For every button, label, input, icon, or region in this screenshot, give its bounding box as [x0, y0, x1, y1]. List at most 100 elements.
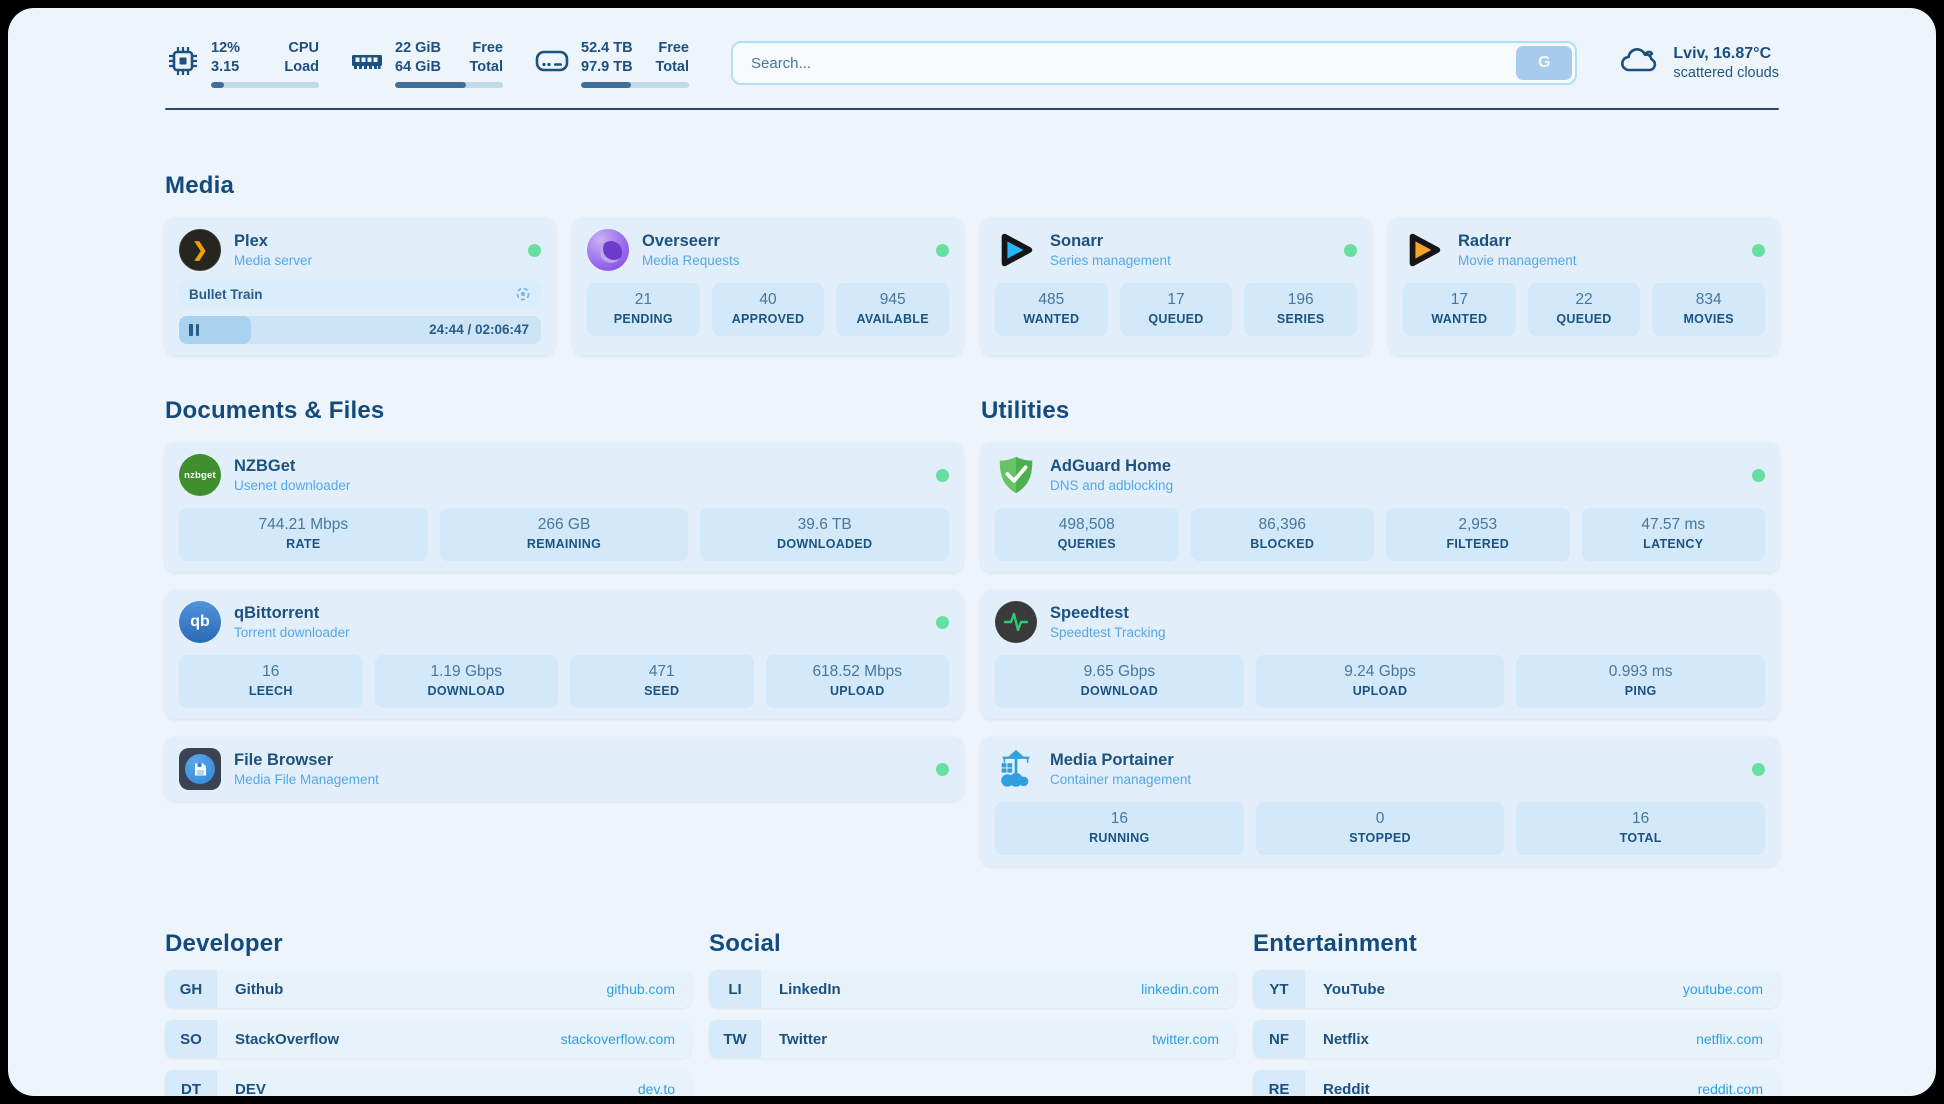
system-stats: 12% CPU 3.15 Load	[165, 39, 689, 88]
bookmark-twitter[interactable]: TW Twitter twitter.com	[709, 1020, 1235, 1058]
sonarr-link[interactable]: Sonarr Series management	[995, 229, 1357, 271]
memory-icon	[349, 43, 385, 84]
youtube-abbr: YT	[1253, 970, 1305, 1008]
card-speedtest: Speedtest Speedtest Tracking 9.65 Gbps D…	[981, 590, 1779, 719]
cpu-usage-label: CPU	[288, 39, 319, 56]
stackoverflow-url: stackoverflow.com	[560, 1031, 675, 1047]
bookmark-netflix[interactable]: NF Netflix netflix.com	[1253, 1020, 1779, 1058]
github-name: Github	[235, 980, 284, 998]
plex-progress-bar: 24:44 / 02:06:47	[179, 316, 541, 344]
speedtest-link[interactable]: Speedtest Speedtest Tracking	[995, 601, 1765, 643]
qbittorrent-stat-leech: 16 LEECH	[179, 655, 363, 708]
dev-url: dev.to	[637, 1081, 675, 1096]
overseerr-status-dot	[936, 243, 949, 257]
section-title-social: Social	[709, 930, 781, 957]
stackoverflow-name: StackOverflow	[235, 1030, 340, 1048]
card-qbittorrent: qb qBittorrent Torrent downloader 16 LEE…	[165, 590, 963, 719]
radarr-status-dot	[1752, 243, 1765, 257]
nzbget-icon: nzbget	[179, 454, 221, 496]
adguard-icon	[995, 454, 1037, 496]
radarr-title: Radarr	[1458, 231, 1512, 250]
bookmark-stackoverflow[interactable]: SO StackOverflow stackoverflow.com	[165, 1020, 691, 1058]
plex-icon: ❯	[179, 229, 221, 271]
adguard-stat-blocked: 86,396 BLOCKED	[1190, 508, 1374, 561]
portainer-icon	[995, 748, 1037, 790]
netflix-abbr: NF	[1253, 1020, 1305, 1058]
radarr-icon	[1403, 229, 1445, 271]
adguard-link[interactable]: AdGuard Home DNS and adblocking	[995, 454, 1765, 496]
bookmark-dev[interactable]: DT DEV dev.to	[165, 1070, 691, 1096]
speedtest-stat-download: 9.65 Gbps DOWNLOAD	[995, 655, 1244, 708]
search-input[interactable]	[731, 41, 1578, 85]
radarr-stat-movies: 834 MOVIES	[1652, 283, 1766, 336]
nzbget-title: NZBGet	[234, 456, 296, 475]
github-url: github.com	[606, 981, 675, 997]
weather-location-temp: Lviv, 16.87°C	[1673, 45, 1772, 62]
dev-abbr: DT	[165, 1070, 217, 1096]
overseerr-link[interactable]: Overseerr Media Requests	[587, 229, 949, 271]
sonarr-icon	[995, 229, 1037, 271]
overseerr-stat-available: 945 AVAILABLE	[836, 283, 950, 336]
reddit-url: reddit.com	[1697, 1081, 1763, 1096]
qbittorrent-subtitle: Torrent downloader	[234, 624, 350, 640]
filebrowser-title: File Browser	[234, 750, 334, 769]
bookmark-linkedin[interactable]: LI LinkedIn linkedin.com	[709, 970, 1235, 1008]
cpu-stat: 12% CPU 3.15 Load	[165, 39, 319, 88]
radarr-stat-wanted: 17 WANTED	[1403, 283, 1516, 336]
sonarr-stat-queued: 17 QUEUED	[1119, 283, 1233, 336]
card-adguard: AdGuard Home DNS and adblocking 498,508 …	[981, 443, 1779, 572]
qbittorrent-link[interactable]: qb qBittorrent Torrent downloader	[179, 601, 949, 643]
sonarr-status-dot	[1344, 243, 1357, 257]
section-title-entertainment: Entertainment	[1253, 930, 1417, 957]
memory-free-label: Free	[472, 39, 503, 56]
weather-condition: scattered clouds	[1673, 65, 1779, 81]
disk-stat: 52.4 TB Free 97.9 TB Total	[533, 39, 689, 88]
pause-icon	[189, 324, 199, 336]
bookmark-youtube[interactable]: YT YouTube youtube.com	[1253, 970, 1779, 1008]
bookmark-reddit[interactable]: RE Reddit reddit.com	[1253, 1070, 1779, 1096]
adguard-stat-queries: 498,508 QUERIES	[995, 508, 1179, 561]
cpu-load-label: Load	[284, 58, 319, 75]
section-title-utilities: Utilities	[981, 397, 1070, 424]
disk-total-label: Total	[655, 58, 689, 75]
card-overseerr: Overseerr Media Requests 21 PENDING 40 A…	[573, 218, 963, 355]
radarr-subtitle: Movie management	[1458, 252, 1577, 268]
twitter-url: twitter.com	[1152, 1031, 1219, 1047]
filebrowser-link[interactable]: File Browser Media File Management	[179, 748, 949, 790]
portainer-status-dot	[1752, 762, 1765, 776]
cpu-usage-value: 12%	[211, 39, 241, 56]
filebrowser-subtitle: Media File Management	[234, 771, 379, 787]
qbittorrent-stat-download: 1.19 Gbps DOWNLOAD	[374, 655, 558, 708]
nzbget-link[interactable]: nzbget NZBGet Usenet downloader	[179, 454, 949, 496]
netflix-name: Netflix	[1323, 1030, 1369, 1048]
portainer-title: Media Portainer	[1050, 750, 1174, 769]
qbittorrent-icon: qb	[179, 601, 221, 643]
cpu-progress-bar	[211, 81, 319, 88]
cloud-icon	[1619, 43, 1661, 84]
twitter-abbr: TW	[709, 1020, 761, 1058]
plex-track-title: Bullet Train	[189, 286, 263, 302]
portainer-link[interactable]: Media Portainer Container management	[995, 748, 1765, 790]
plex-link[interactable]: ❯ Plex Media server	[179, 229, 541, 271]
card-nzbget: nzbget NZBGet Usenet downloader 744.21 M…	[165, 443, 963, 572]
speedtest-title: Speedtest	[1050, 603, 1129, 622]
card-radarr: Radarr Movie management 17 WANTED 22 QUE…	[1389, 218, 1779, 355]
sonarr-subtitle: Series management	[1050, 252, 1171, 268]
bookmark-github[interactable]: GH Github github.com	[165, 970, 691, 1008]
radarr-link[interactable]: Radarr Movie management	[1403, 229, 1765, 271]
sonarr-title: Sonarr	[1050, 231, 1104, 250]
disk-free-label: Free	[658, 39, 689, 56]
overseerr-subtitle: Media Requests	[642, 252, 740, 268]
plex-playback-time: 24:44 / 02:06:47	[429, 322, 529, 337]
portainer-stat-running: 16 RUNNING	[995, 802, 1244, 855]
reddit-abbr: RE	[1253, 1070, 1305, 1096]
speedtest-stat-ping: 0.993 ms PING	[1516, 655, 1766, 708]
header: 12% CPU 3.15 Load	[165, 34, 1779, 92]
header-divider	[165, 108, 1779, 110]
linkedin-name: LinkedIn	[779, 980, 841, 998]
cast-icon	[515, 286, 531, 302]
memory-total-label: Total	[469, 58, 503, 75]
overseerr-stat-pending: 21 PENDING	[587, 283, 700, 336]
search-provider-button[interactable]: G	[1516, 46, 1573, 80]
cpu-load-value: 3.15	[211, 58, 240, 75]
